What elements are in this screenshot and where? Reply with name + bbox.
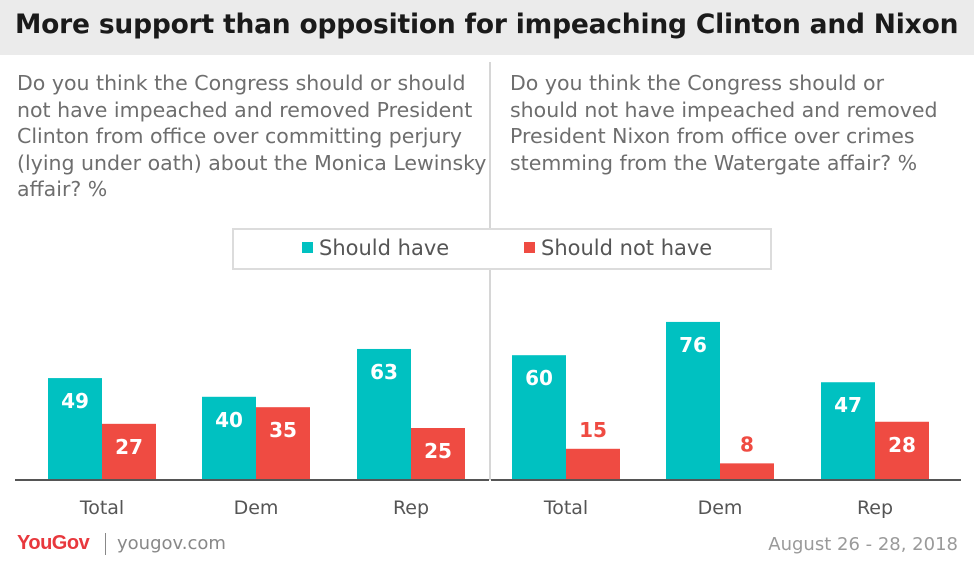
title-bar bbox=[0, 0, 974, 55]
clinton-bar-rep-should bbox=[357, 348, 411, 480]
clinton-label-dem-should: 40 bbox=[215, 408, 243, 432]
nixon-bar-rep-should-not bbox=[875, 421, 929, 480]
clinton-label-total-should-not: 27 bbox=[115, 435, 143, 459]
nixon-label-dem-should-not: 8 bbox=[740, 432, 754, 456]
legend-item-should: Should have bbox=[302, 236, 449, 260]
nixon-label-dem-should: 76 bbox=[679, 333, 707, 357]
nixon-bar-total-should bbox=[512, 355, 566, 480]
nixon-bar-rep-should bbox=[821, 382, 875, 480]
panel-divider-bottom bbox=[489, 270, 491, 480]
nixon-label-rep-should: 47 bbox=[834, 393, 862, 417]
footer-site: yougov.com bbox=[117, 533, 226, 554]
clinton-bar-dem-should bbox=[202, 396, 256, 480]
clinton-label-total-should: 49 bbox=[61, 389, 89, 413]
nixon-label-total-should: 60 bbox=[525, 366, 553, 390]
clinton-category-label-dem: Dem bbox=[234, 497, 279, 519]
legend-label-should-not: Should not have bbox=[541, 236, 713, 260]
clinton-label-dem-should-not: 35 bbox=[269, 418, 297, 442]
nixon-bar-dem-should bbox=[666, 321, 720, 480]
legend-swatch-should-not bbox=[524, 242, 535, 253]
legend-item-should-not: Should not have bbox=[524, 236, 712, 260]
question-clinton: Do you think the Congress should or shou… bbox=[17, 71, 487, 201]
panel-divider-top bbox=[489, 62, 491, 228]
nixon-category-label-dem: Dem bbox=[698, 497, 743, 519]
nixon-label-total-should-not: 15 bbox=[579, 418, 607, 442]
clinton-label-rep-should: 63 bbox=[370, 360, 398, 384]
legend: Should have Should not have bbox=[232, 228, 772, 270]
question-nixon: Do you think the Congress should or shou… bbox=[510, 71, 938, 175]
chart-title: More support than opposition for impeach… bbox=[15, 9, 959, 40]
footer-date: August 26 - 28, 2018 bbox=[768, 534, 958, 555]
clinton-label-rep-should-not: 25 bbox=[424, 439, 452, 463]
clinton-bar-total-should bbox=[48, 378, 102, 480]
clinton-category-label-total: Total bbox=[79, 497, 124, 519]
nixon-category-label-rep: Rep bbox=[857, 497, 893, 519]
legend-swatch-should bbox=[302, 242, 313, 253]
nixon-bar-total-should-not bbox=[566, 448, 620, 480]
nixon-bar-dem-should-not bbox=[720, 463, 774, 480]
yougov-logo: YouGov bbox=[17, 532, 90, 554]
legend-label-should: Should have bbox=[319, 236, 450, 260]
clinton-bar-dem-should-not bbox=[256, 407, 310, 480]
clinton-bar-rep-should-not bbox=[411, 428, 465, 480]
clinton-category-label-rep: Rep bbox=[393, 497, 429, 519]
clinton-bar-total-should-not bbox=[102, 423, 156, 480]
nixon-category-label-total: Total bbox=[543, 497, 588, 519]
footer-separator bbox=[105, 533, 106, 555]
nixon-label-rep-should-not: 28 bbox=[888, 433, 916, 457]
